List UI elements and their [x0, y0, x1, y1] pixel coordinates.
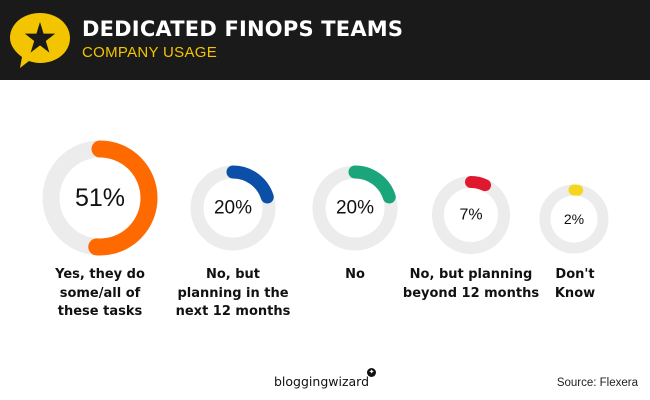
brand-logo-text: bloggingwizard: [274, 374, 370, 389]
value-label-planning-beyond: 7%: [459, 207, 482, 224]
value-label-dont-know: 2%: [564, 211, 584, 227]
star-speech-bubble-icon: [10, 13, 70, 68]
chart-title: DEDICATED FINOPS TEAMS: [82, 17, 404, 41]
donut-arc-yes: [42, 140, 158, 256]
label-line: No, but: [205, 267, 261, 282]
donut-chart: 51% 20% 20% 7% 2%: [42, 140, 609, 256]
donut-arc-planning-12: [190, 165, 276, 251]
label-line: No: [345, 267, 365, 282]
label-line: these tasks: [57, 304, 143, 319]
value-label-planning-12: 20%: [214, 198, 252, 219]
value-label-no: 20%: [336, 198, 374, 219]
category-label-no: No: [305, 266, 405, 285]
label-line: next 12 months: [175, 304, 291, 319]
label-line: beyond 12 months: [402, 285, 540, 301]
donut-arc-dont-know: [539, 184, 609, 254]
header-bar: DEDICATED FINOPS TEAMS COMPANY USAGE: [0, 0, 650, 80]
category-label-planning-beyond: No, but planning beyond 12 months: [401, 266, 541, 303]
brand-sparkle-icon: ✦: [367, 368, 376, 377]
label-line: No, but planning: [409, 267, 533, 282]
label-line: Know: [554, 285, 596, 301]
donut-arc-no: [312, 165, 398, 251]
category-label-planning-12: No, but planning in the next 12 months: [163, 266, 303, 322]
category-label-dont-know: Don't Know: [535, 266, 615, 303]
value-label-yes: 51%: [75, 184, 125, 212]
donut-arc-planning-beyond: [432, 176, 510, 254]
label-line: planning in the: [177, 285, 289, 301]
label-line: some/all of: [59, 285, 141, 301]
label-line: Don't: [555, 267, 595, 282]
label-line: Yes, they do: [55, 267, 145, 282]
category-label-yes: Yes, they do some/all of these tasks: [30, 266, 170, 322]
chart-subtitle: COMPANY USAGE: [82, 44, 218, 61]
source-note: Source: Flexera: [556, 377, 638, 389]
